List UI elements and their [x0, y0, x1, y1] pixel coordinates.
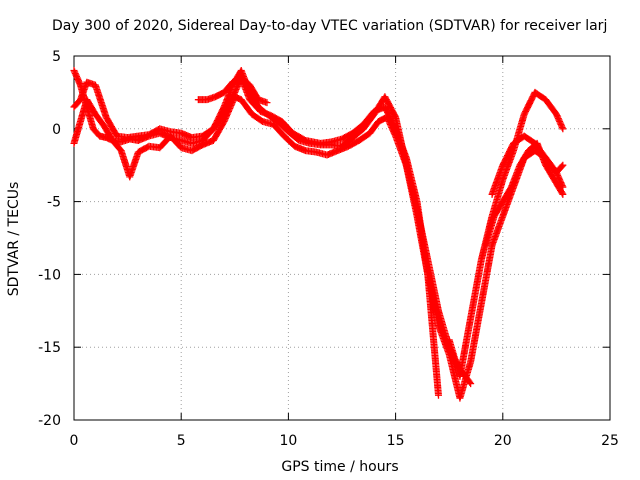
data-point [467, 380, 475, 388]
data-point [263, 99, 271, 107]
data-point [558, 189, 566, 197]
y-tick-label: -15 [38, 340, 61, 356]
y-tick-label: 0 [52, 122, 61, 138]
series-track-4 [194, 74, 271, 107]
series-track-7 [482, 139, 567, 249]
y-tick-label: -20 [38, 413, 61, 429]
data-point [434, 391, 442, 399]
x-tick-label: 25 [601, 433, 619, 449]
x-tick-label: 5 [177, 433, 186, 449]
series-track-5 [445, 88, 567, 380]
y-tick-label: -5 [47, 195, 61, 211]
x-tick-label: 0 [70, 433, 79, 449]
y-tick-label: 5 [52, 49, 61, 65]
data-point [559, 125, 567, 133]
y-tick-label: -10 [38, 267, 61, 283]
x-tick-label: 20 [494, 433, 512, 449]
x-axis-label: GPS time / hours [281, 459, 398, 475]
x-tick-label: 10 [279, 433, 297, 449]
data-point [559, 190, 567, 198]
data-point [558, 162, 566, 170]
y-tick-labels: -20 -15 -10 -5 0 5 [38, 49, 61, 429]
chart-title: Day 300 of 2020, Sidereal Day-to-day VTE… [52, 18, 607, 34]
y-axis-label: SDTVAR / TECUs [6, 182, 22, 297]
data-marks [70, 67, 567, 402]
plot-frame [73, 55, 611, 421]
x-tick-labels: 0 5 10 15 20 25 [70, 433, 619, 449]
data-point [559, 161, 567, 169]
x-tick-label: 15 [387, 433, 405, 449]
